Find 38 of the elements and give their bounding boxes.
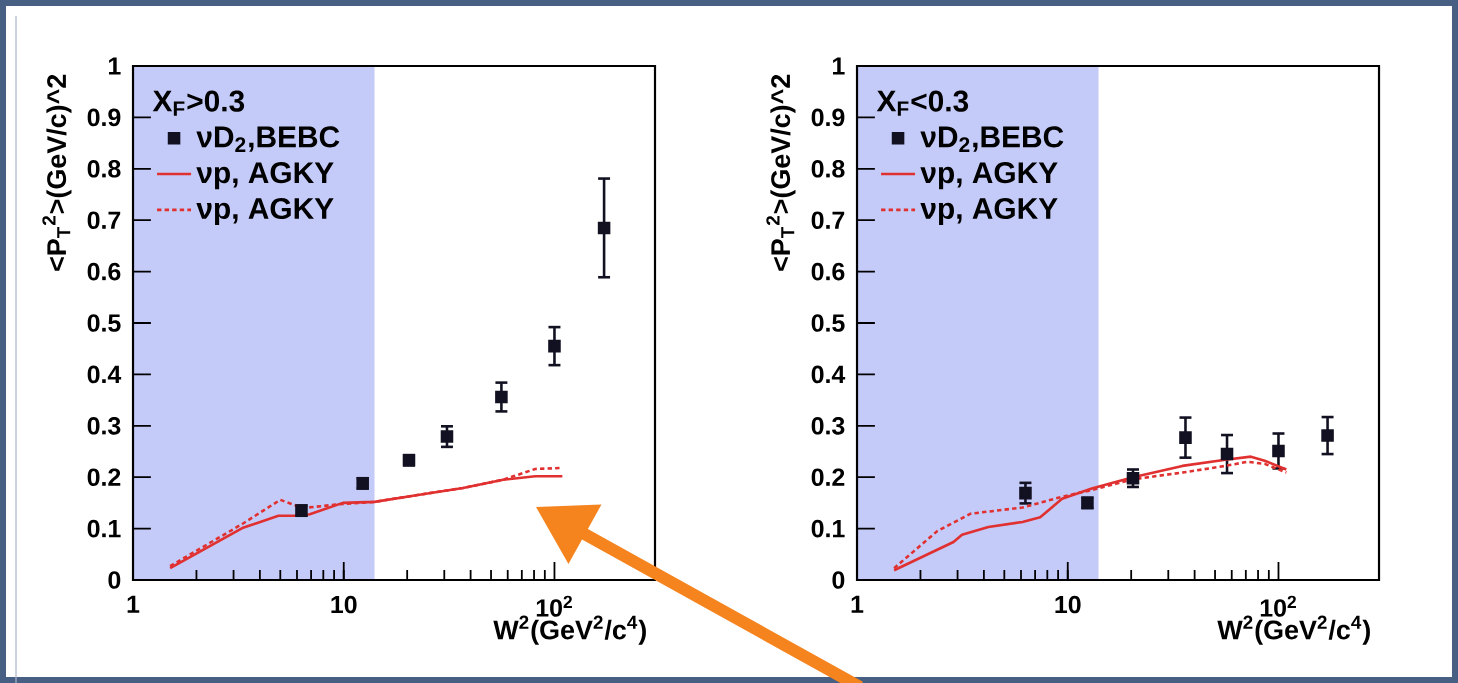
y-tick-label: 0.5	[87, 314, 121, 332]
legend-label: νD$_{2}$,BEBC	[920, 126, 1064, 152]
y-tick-label: 0	[108, 571, 121, 589]
y-tick-label: 0.1	[87, 519, 121, 538]
x-tick-label: 10	[1055, 595, 1081, 614]
x-tick-label: 1	[851, 595, 864, 613]
legend-title: X$_{F}$<0.3	[876, 90, 969, 116]
legend-label: νD$_{2}$,BEBC	[196, 126, 340, 152]
y-axis-title: <P$_{T}$$^{2}$>(GeV/c)^2	[42, 74, 72, 271]
y-tick-label: 1	[109, 57, 121, 75]
y-tick-label: 0.3	[811, 416, 845, 435]
y-tick-label: 0.4	[87, 365, 122, 384]
legend-title: X$_{F}$>0.3	[152, 90, 245, 116]
legend-label: νp, AGKY	[920, 162, 1058, 190]
x-tick-label: 10$^{2}$	[1260, 595, 1296, 617]
legend-label: νp, AGKY	[196, 162, 334, 190]
y-tick-label: 0.7	[811, 211, 845, 230]
x-tick-label: 1	[127, 595, 140, 613]
y-tick-label: 0.2	[811, 468, 845, 487]
y-tick-label: 0	[832, 571, 845, 589]
x-tick-label: 10$^{2}$	[536, 595, 572, 617]
legend-label: νp, AGKY	[196, 197, 334, 225]
y-tick-label: 0.5	[811, 314, 845, 332]
x-tick-label: 10	[331, 595, 357, 614]
y-tick-label: 0.8	[87, 159, 121, 178]
y-tick-label: 0.3	[87, 416, 121, 435]
y-tick-label: 0.6	[87, 262, 121, 281]
y-tick-label: 0.8	[811, 159, 845, 178]
y-tick-label: 0.1	[811, 519, 845, 538]
y-tick-label: 0.2	[87, 468, 121, 487]
y-axis-title: <P$_{T}$$^{2}$>(GeV/c)^2	[766, 74, 796, 271]
y-tick-label: 0.4	[811, 365, 846, 384]
y-tick-label: 0.7	[87, 211, 121, 230]
y-tick-label: 0.6	[811, 262, 845, 281]
y-tick-label: 0.9	[87, 108, 121, 127]
y-tick-label: 1	[833, 57, 845, 75]
legend-label: νp, AGKY	[920, 197, 1058, 225]
y-tick-label: 0.9	[811, 108, 845, 127]
